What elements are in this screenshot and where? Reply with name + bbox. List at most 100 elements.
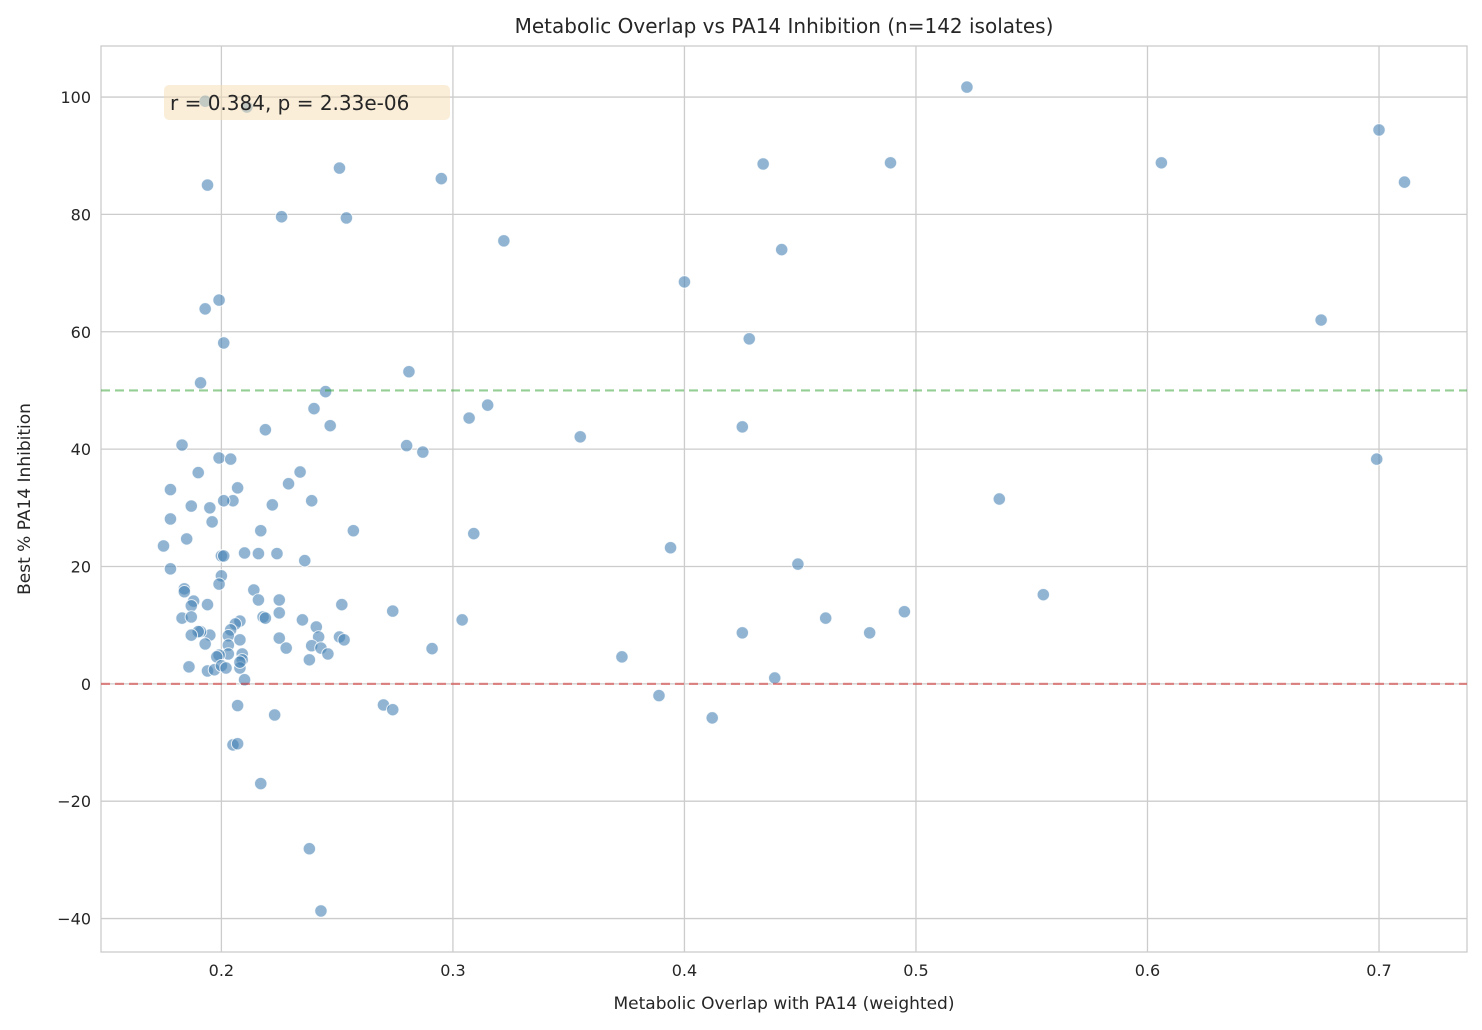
annotation: r = 0.384, p = 2.33e-06 <box>164 85 450 120</box>
data-point <box>318 384 333 399</box>
data-point <box>203 501 217 515</box>
data-point <box>1372 123 1386 137</box>
data-point <box>230 698 245 713</box>
data-point <box>768 671 782 685</box>
data-point <box>193 376 208 390</box>
data-point <box>293 465 307 479</box>
data-point <box>258 423 273 437</box>
data-point <box>434 171 449 186</box>
y-tick-label: −40 <box>57 910 91 929</box>
data-point <box>742 332 756 346</box>
data-point <box>191 465 205 480</box>
data-point <box>677 275 692 289</box>
data-point <box>307 401 321 416</box>
data-point <box>184 610 198 624</box>
data-point <box>960 80 974 94</box>
data-point <box>1370 452 1384 466</box>
data-point <box>179 532 194 546</box>
annotation-text: r = 0.384, p = 2.33e-06 <box>170 91 409 115</box>
data-point <box>652 688 666 703</box>
data-point <box>774 242 789 257</box>
data-point <box>198 302 212 316</box>
data-point <box>219 661 233 675</box>
data-point <box>615 650 629 664</box>
points <box>156 80 1412 918</box>
data-point <box>295 613 310 627</box>
reference-lines <box>101 389 1467 685</box>
data-point <box>182 660 196 674</box>
data-point <box>198 637 212 651</box>
data-point <box>346 523 361 538</box>
data-point <box>279 641 293 655</box>
data-point <box>217 494 231 508</box>
data-point <box>233 633 247 647</box>
data-point <box>184 628 198 642</box>
data-point <box>230 736 245 751</box>
data-point <box>251 546 266 561</box>
data-point <box>233 655 247 669</box>
data-point <box>1036 587 1051 602</box>
data-point <box>217 549 231 563</box>
data-point <box>237 546 252 560</box>
data-point <box>573 430 587 444</box>
data-point <box>274 210 289 224</box>
x-tick-label: 0.5 <box>903 961 928 980</box>
data-point <box>735 626 750 640</box>
data-point <box>175 438 189 452</box>
y-tick-label: 0 <box>81 675 91 694</box>
data-point <box>497 234 511 248</box>
x-tick-label: 0.6 <box>1135 961 1160 980</box>
data-point <box>265 498 280 512</box>
data-point <box>332 161 347 175</box>
data-point <box>399 438 414 453</box>
data-point <box>455 613 469 627</box>
data-point <box>163 512 178 526</box>
data-point <box>735 420 750 434</box>
data-point <box>663 541 678 555</box>
data-point <box>163 482 178 497</box>
x-axis-label: Metabolic Overlap with PA14 (weighted) <box>614 994 955 1014</box>
data-point <box>321 647 335 661</box>
data-point <box>177 585 192 599</box>
data-point <box>416 445 430 459</box>
data-point <box>818 611 833 625</box>
data-point <box>200 597 215 612</box>
data-point <box>1314 313 1328 327</box>
data-point <box>212 577 226 591</box>
y-tick-label: 20 <box>71 557 91 576</box>
data-point <box>251 593 266 607</box>
data-point <box>270 546 284 561</box>
data-point <box>462 411 476 425</box>
data-point <box>314 904 328 918</box>
data-point <box>200 178 215 192</box>
x-tick-label: 0.4 <box>672 961 697 980</box>
data-point <box>217 336 231 350</box>
y-tick-label: 100 <box>60 88 91 107</box>
y-tick-label: 40 <box>71 440 91 459</box>
data-point <box>304 494 319 508</box>
data-point <box>791 557 805 571</box>
data-point <box>272 593 286 607</box>
data-point <box>323 418 337 433</box>
data-point <box>302 842 317 856</box>
x-tick-label: 0.2 <box>209 961 234 980</box>
data-point <box>212 451 226 465</box>
data-point <box>425 641 439 656</box>
data-point <box>386 702 400 717</box>
x-tick-label: 0.3 <box>440 961 465 980</box>
data-point <box>1154 156 1169 170</box>
y-tick-label: 60 <box>71 323 91 342</box>
data-point <box>883 156 898 170</box>
data-point <box>163 562 178 576</box>
data-point <box>705 711 719 725</box>
data-point <box>223 452 238 466</box>
data-point <box>862 626 877 640</box>
tick-labels: 0.2 0.3 0.4 0.5 0.6 0.7 −40 −20 0 20 40 60 80 100 <box>57 88 1392 980</box>
data-point <box>480 398 495 412</box>
x-tick-label: 0.7 <box>1366 961 1391 980</box>
y-axis-label: Best % PA14 Inhibition <box>15 403 35 595</box>
chart-title: Metabolic Overlap vs PA14 Inhibition (n=… <box>515 14 1054 38</box>
data-point <box>386 604 400 618</box>
data-point <box>467 526 481 541</box>
